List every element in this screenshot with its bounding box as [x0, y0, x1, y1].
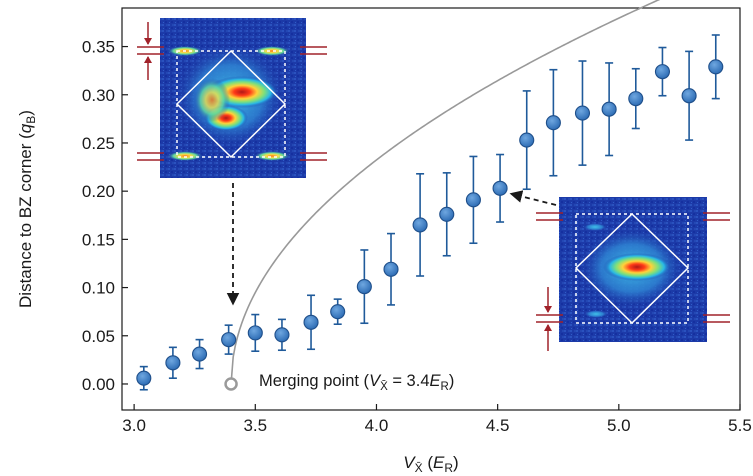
point-marker [136, 370, 152, 386]
data-point [654, 46, 670, 97]
point-marker [654, 64, 670, 80]
y-label-q-sub: B [24, 116, 38, 124]
x-tick-label: 5.5 [728, 416, 752, 435]
data-point [274, 318, 290, 352]
point-marker [383, 261, 399, 277]
arrow-right-inset [509, 190, 557, 206]
y-tick-label: 0.05 [82, 327, 115, 346]
point-marker [708, 59, 724, 75]
x-label-unit-post: ) [453, 453, 459, 472]
point-marker [519, 132, 535, 148]
data-point [628, 67, 644, 130]
point-marker [192, 346, 208, 362]
point-marker [330, 304, 346, 320]
point-marker [545, 115, 561, 131]
y-label-q: q [16, 123, 35, 133]
y-axis-ticks: 0.00 0.05 0.10 0.15 0.20 0.25 0.30 0.35 [82, 38, 128, 394]
point-marker [574, 105, 591, 121]
data-point [383, 232, 399, 306]
x-label-unit-pre: ( [423, 453, 434, 472]
inset-left-image [160, 18, 306, 178]
data-point [192, 338, 208, 370]
data-point [601, 62, 617, 157]
merging-point-marker [224, 377, 238, 391]
y-tick-label: 0.20 [82, 182, 115, 201]
y-label-post: ) [16, 110, 35, 116]
data-point [247, 313, 263, 352]
data-points [136, 34, 724, 391]
point-marker [412, 217, 428, 233]
x-label-v: V [403, 453, 416, 472]
data-point [708, 34, 724, 100]
data-point [303, 294, 319, 351]
point-marker [165, 355, 181, 371]
data-point [439, 172, 455, 257]
y-label-main: Distance to BZ corner ( [16, 133, 35, 308]
merging-label-e-sub: R [441, 381, 449, 393]
point-marker [681, 88, 697, 104]
x-tick-label: 3.5 [243, 416, 267, 435]
data-point [330, 298, 346, 326]
y-axis-label: Distance to BZ corner (qB) [16, 110, 38, 308]
data-point [545, 68, 561, 177]
point-marker [439, 206, 455, 222]
point-marker [274, 327, 290, 343]
point-marker [628, 91, 644, 107]
data-point [221, 324, 237, 355]
y-tick-label: 0.15 [82, 230, 115, 249]
x-label-e: E [433, 453, 445, 472]
data-point [165, 346, 181, 379]
y-tick-label: 0.10 [82, 279, 115, 298]
x-tick-label: 4.0 [365, 416, 389, 435]
x-label-v-sub: X̄ [415, 461, 423, 475]
merging-point-label: Merging point (VX̄ = 3.4ER) [259, 372, 454, 393]
merging-label-e: E [430, 372, 442, 390]
y-tick-label: 0.30 [82, 86, 115, 105]
point-marker [492, 180, 508, 196]
inset-left-bz-diamond [175, 49, 287, 159]
fit-curve [230, 0, 661, 385]
data-point [492, 153, 508, 223]
merging-label-v-sub: X̄ [380, 380, 388, 393]
merging-label-text2: = 3.4 [388, 372, 430, 390]
data-point [465, 155, 481, 245]
x-label-e-sub: R [444, 461, 453, 475]
y-tick-label: 0.25 [82, 134, 115, 153]
data-point [519, 90, 535, 191]
merging-label-text1: Merging point ( [259, 372, 370, 390]
x-tick-label: 3.0 [122, 416, 146, 435]
inset-left-markers [137, 22, 327, 161]
x-tick-label: 5.0 [607, 416, 631, 435]
x-axis-label: VX̄ (ER) [403, 453, 458, 475]
data-point [356, 249, 372, 325]
x-axis-ticks: 3.0 3.5 4.0 4.5 5.0 5.5 [122, 404, 752, 435]
merging-label-v: V [369, 372, 382, 390]
inset-right-bz-diamond [574, 212, 690, 325]
y-tick-label: 0.35 [82, 38, 115, 57]
data-point [412, 173, 428, 277]
y-tick-label: 0.00 [82, 375, 115, 394]
inset-right-image [559, 197, 707, 342]
point-marker [601, 101, 617, 117]
x-tick-label: 4.5 [486, 416, 510, 435]
point-marker [247, 325, 263, 341]
point-marker [356, 279, 372, 295]
merging-label-text3: ) [449, 372, 455, 390]
data-point [136, 365, 152, 391]
point-marker [465, 192, 481, 208]
point-marker [303, 314, 319, 330]
inset-right-markers [536, 212, 730, 351]
plot-frame [121, 7, 741, 411]
data-point [681, 50, 697, 141]
point-marker [221, 332, 237, 348]
data-point [574, 60, 591, 166]
